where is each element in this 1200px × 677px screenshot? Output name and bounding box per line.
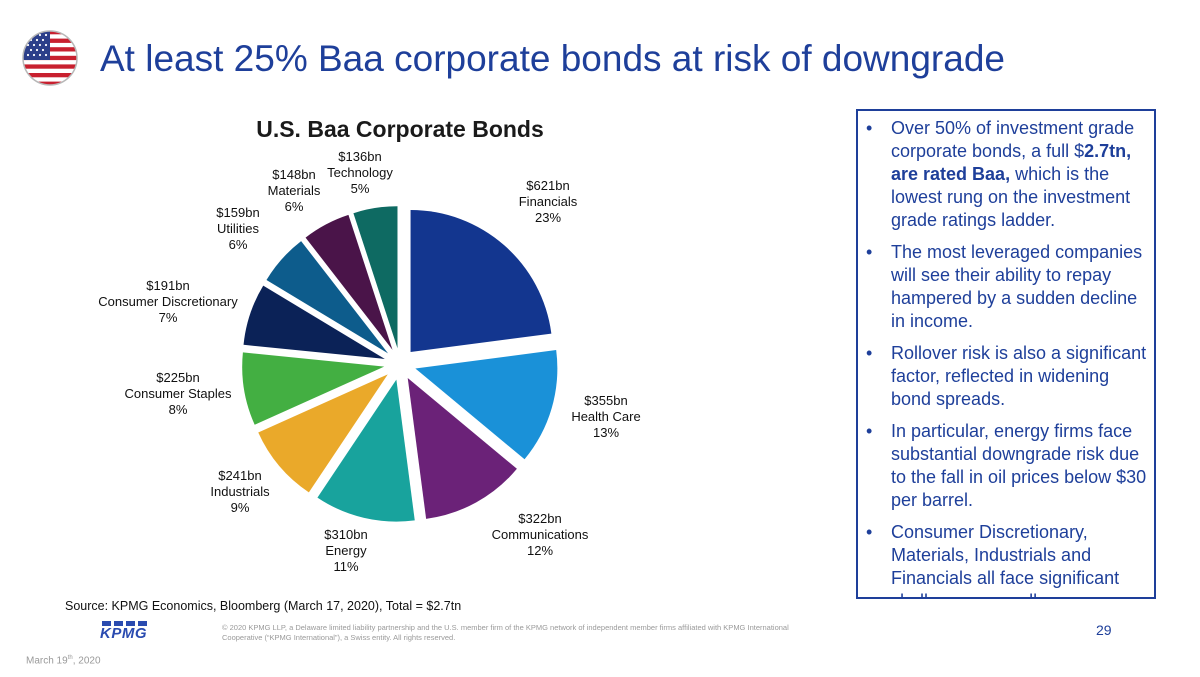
page-title: At least 25% Baa corporate bonds at risk… xyxy=(100,38,1005,79)
pie-slice-consumer-discretionary xyxy=(243,285,385,359)
page-number: 29 xyxy=(1096,622,1112,638)
bullet-icon: • xyxy=(866,421,873,441)
pie-slice-financials xyxy=(410,209,552,352)
slice-label-energy: $310bn Energy 11% xyxy=(324,527,368,574)
key-point: • Rollover risk is also a significant fac… xyxy=(866,343,1147,409)
us-flag-icon xyxy=(22,30,78,86)
slice-label-industrials: $241bn Industrials 9% xyxy=(210,468,270,515)
pie-slice-utilities xyxy=(266,241,389,354)
slice-label-health-care: $355bn Health Care 13% xyxy=(571,393,641,440)
presentation-date: March 19th, 2020 xyxy=(26,655,101,667)
slice-label-consumer-staples: $225bn Consumer Staples 8% xyxy=(124,370,232,417)
bullet-icon: • xyxy=(866,118,873,138)
bullet-icon: • xyxy=(866,242,873,262)
slice-label-materials: $148bn Materials 6% xyxy=(267,167,321,214)
bullet-icon: • xyxy=(866,343,873,363)
key-point: • The most leveraged companies will see t… xyxy=(866,242,1143,331)
key-point: • Over 50% of investment grade corporate … xyxy=(866,118,1135,230)
copyright-notice: © 2020 KPMG LLP, a Delaware limited liab… xyxy=(222,623,789,642)
key-point: • In particular, energy firms face substa… xyxy=(866,421,1147,510)
pie-slice-industrials xyxy=(258,374,388,493)
pie-chart xyxy=(242,206,558,522)
pie-slice-consumer-staples xyxy=(242,352,385,425)
pie-slice-technology xyxy=(353,206,398,349)
bullet-icon: • xyxy=(866,522,873,542)
slice-label-consumer-discretionary: $191bn Consumer Discretionary 7% xyxy=(98,278,238,325)
slice-label-utilities: $159bn Utilities 6% xyxy=(216,205,260,252)
slice-label-communications: $322bn Communications 12% xyxy=(491,511,589,558)
pie-slice-energy xyxy=(317,379,415,522)
key-points-list: • Over 50% of investment grade corporate … xyxy=(858,111,1154,597)
kpmg-logo: KPMG xyxy=(100,621,150,643)
pie-slice-communications xyxy=(407,378,517,519)
chart-title: U.S. Baa Corporate Bonds xyxy=(256,116,544,142)
key-point: • Consumer Discretionary, Materials, Indu… xyxy=(866,522,1120,597)
pie-slice-health-care xyxy=(415,350,558,460)
slice-label-financials: $621bn Financials 23% xyxy=(518,178,578,225)
pie-slice-materials xyxy=(305,214,393,350)
source-note: Source: KPMG Economics, Bloomberg (March… xyxy=(65,599,462,613)
key-points-box: • Over 50% of investment grade corporate … xyxy=(856,109,1156,599)
slice-label-technology: $136bn Technology 5% xyxy=(327,149,393,196)
kpmg-logo-text: KPMG xyxy=(100,625,147,642)
